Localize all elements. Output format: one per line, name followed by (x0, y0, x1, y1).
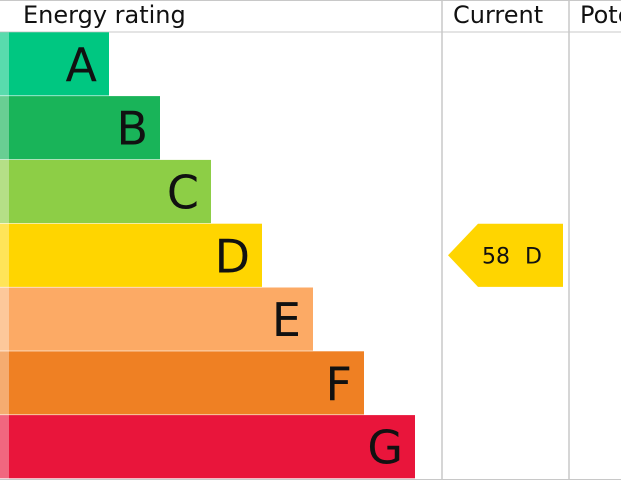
band-bar-a (9, 32, 109, 96)
band-letter-b: B (116, 102, 148, 156)
current-value: 58 (482, 244, 510, 269)
header-current: Current (453, 1, 544, 29)
band-letter-a: A (66, 38, 98, 92)
band-strip-f (0, 351, 9, 415)
current-rating-arrow: 58 D (448, 223, 563, 287)
band-strip-d (0, 223, 9, 287)
band-bar-f (9, 351, 364, 415)
current-band-letter: D (525, 244, 542, 269)
current-arrow-shape (448, 223, 563, 287)
band-letter-g: G (367, 421, 403, 475)
header-potential: Potential (580, 1, 621, 29)
band-strip-c (0, 159, 9, 224)
band-bar-g (9, 415, 415, 479)
band-strip-g (0, 415, 9, 479)
band-bar-c (9, 159, 211, 224)
band-letter-f: F (326, 357, 352, 411)
band-bar-e (9, 287, 313, 351)
band-strip-b (0, 96, 9, 160)
band-letter-d: D (215, 229, 250, 283)
band-strip-a (0, 32, 9, 96)
band-letter-c: C (167, 166, 199, 220)
band-bar-d (9, 223, 262, 287)
header-energy-rating: Energy rating (23, 1, 186, 29)
band-bar-b (9, 96, 160, 160)
band-letter-e: E (272, 293, 301, 347)
band-strip-e (0, 287, 9, 351)
